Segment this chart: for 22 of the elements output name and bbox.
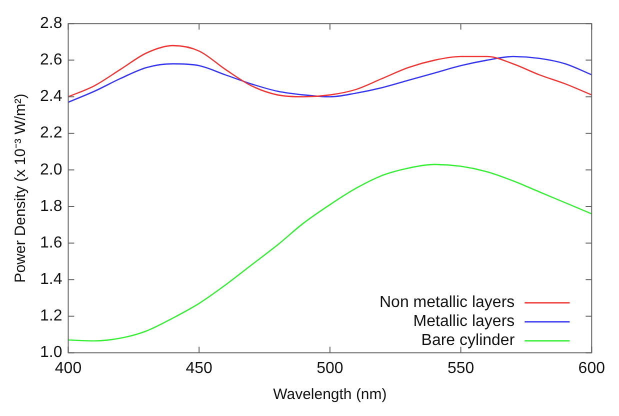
x-axis-title: Wavelength (nm) (273, 386, 387, 404)
y-tick-label: 2.2 (40, 124, 62, 142)
x-tick-label: 600 (578, 360, 606, 377)
x-tick-label: 450 (186, 360, 213, 377)
y-tick-label: 1.0 (40, 344, 62, 362)
x-tick-label: 550 (447, 360, 474, 377)
y-tick-label: 2.8 (40, 15, 62, 32)
y-tick-label: 2.4 (40, 88, 62, 106)
y-tick-label: 1.8 (40, 198, 62, 215)
x-tick-label: 400 (54, 360, 82, 377)
y-tick-label: 1.4 (40, 271, 62, 288)
y-tick-label: 2.0 (40, 161, 62, 178)
legend-label: Non metallic layers (379, 294, 515, 312)
line-series (68, 56, 592, 103)
line-series (68, 44, 592, 98)
y-tick-label: 2.6 (40, 52, 62, 69)
y-tick-label: 1.6 (40, 234, 62, 252)
y-axis-title: Power Density (x 10⁻³ W/m²) (12, 94, 30, 283)
y-tick-label: 1.2 (40, 308, 62, 325)
legend-label: Bare cylinder (421, 332, 516, 350)
x-tick-label: 500 (316, 360, 344, 377)
legend-label: Metallic layers (413, 313, 515, 330)
